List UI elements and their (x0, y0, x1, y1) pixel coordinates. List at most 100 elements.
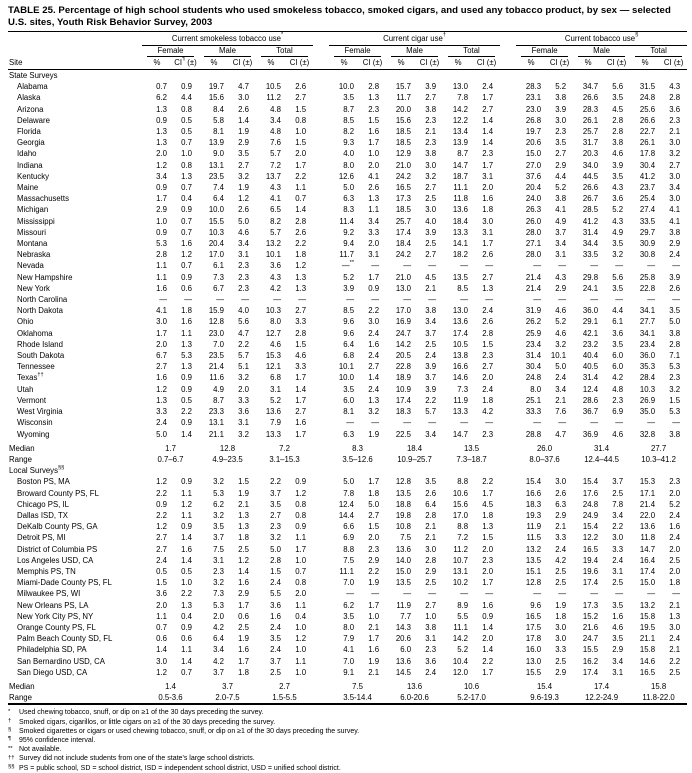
value-cell: 3.4 (555, 384, 567, 394)
value-cell: 3.9 (343, 283, 355, 293)
value-cell: 16.6 (525, 488, 542, 498)
value-cell: 7.0 (343, 578, 355, 588)
value-cell: 1.6 (368, 645, 380, 655)
gap-col (134, 227, 142, 238)
value-cell: 2.2 (156, 488, 167, 498)
summary-cell: 12.2-24.9 (585, 693, 619, 703)
footnote: § Smoked cigarettes or cigars or used che… (8, 727, 687, 736)
value-cell: 30.4 (525, 362, 542, 372)
value-cell: 1.4 (368, 373, 380, 383)
value-cell: 20.4 (525, 183, 542, 193)
value-cell: 20.5 (395, 351, 412, 361)
value-cell: 11.7 (396, 93, 412, 103)
gap-col (313, 476, 329, 487)
value-cell: 17.4 (582, 667, 599, 677)
value-cell: 27.1 (525, 239, 542, 249)
value-cell: 2.7 (482, 362, 494, 372)
value-cell: 2.6 (295, 227, 307, 237)
table-row: Mississippi 1.0 0.7 15.5 5.0 8.2 2.8 11.4 3.4 25.… (8, 216, 687, 227)
value-cell: 3.0 (482, 216, 494, 226)
ci-col-header: CI (±) (286, 57, 314, 70)
value-cell: 2.2 (669, 656, 681, 666)
table-row: West Virginia 3.3 2.2 23.3 3.6 13.6 2.7 8.1 3.2 1… (8, 406, 687, 417)
gap-col (313, 305, 329, 316)
value-cell: 0.9 (181, 477, 192, 487)
value-cell: 3.4 (156, 171, 167, 181)
value-cell: 1.4 (482, 127, 494, 137)
table-row: San Bernardino USD, CA 3.0 1.4 4.2 1.7 3.7 1.1… (8, 656, 687, 667)
value-cell: 8.2 (270, 216, 281, 226)
value-cell: 4.7 (238, 82, 249, 92)
summary-cell: 12.8 (219, 443, 236, 453)
gap-col (313, 429, 329, 440)
value-cell: 4.6 (295, 351, 307, 361)
gap-col (313, 160, 329, 171)
value-cell: 4.0 (343, 149, 355, 159)
gap-col (500, 46, 516, 58)
value-cell: 1.9 (238, 183, 249, 193)
value-cell: 1.6 (669, 522, 681, 532)
gap-col (313, 104, 329, 115)
gap-col (134, 204, 142, 215)
value-cell: 28.0 (525, 250, 542, 260)
table-row: Alaska 6.2 4.4 15.6 3.0 11.2 2.7 3.5 1.3 11.7 2.7 7… (8, 92, 687, 103)
table-row: Memphis PS, TN 0.5 0.5 2.3 1.4 1.5 0.7 11.1 2.2 1… (8, 566, 687, 577)
survey-table: Current smokeless tobacco use* Current ci… (8, 31, 688, 706)
value-cell: 2.5 (555, 578, 567, 588)
value-cell: 1.6 (181, 544, 192, 554)
footnote-marker: ** (8, 745, 13, 752)
value-cell: 7.8 (343, 488, 355, 498)
value-cell: 8.7 (343, 104, 355, 114)
value-cell: 7.3 (457, 384, 469, 394)
value-cell: — (460, 261, 469, 271)
value-cell: 2.4 (612, 555, 624, 565)
value-cell: 2.1 (238, 499, 249, 509)
section-label: State Surveys (9, 71, 58, 80)
value-cell: 1.4 (181, 429, 192, 439)
value-cell: 0.4 (181, 194, 192, 204)
value-cell: — (533, 589, 542, 599)
value-cell: 2.6 (482, 317, 494, 327)
table-row: Kentucky 3.4 1.3 23.5 3.2 13.7 2.2 12.6 4.1 24.2 3… (8, 171, 687, 182)
gap-col (500, 588, 516, 599)
value-cell: 5.5 (457, 611, 469, 621)
value-cell: 4.5 (425, 272, 437, 282)
table-row: Chicago PS, IL 0.9 1.2 6.2 2.1 3.5 0.8 12.4 5.0 1… (8, 499, 687, 510)
value-cell: 15.2 (582, 611, 599, 621)
value-cell: 2.7 (425, 93, 437, 103)
gap-col (500, 182, 516, 193)
value-cell: 3.1 (612, 667, 624, 677)
value-cell: 3.5 (425, 477, 437, 487)
gap-col (134, 406, 142, 417)
value-cell: 5.2 (270, 395, 281, 405)
value-cell: 3.6 (612, 194, 624, 204)
value-cell: 2.8 (669, 93, 681, 103)
gap-col (134, 260, 142, 271)
value-cell: 10.5 (452, 339, 469, 349)
value-cell: 1.3 (295, 283, 307, 293)
value-cell: — (485, 261, 494, 271)
value-cell: — (346, 418, 355, 428)
value-cell: 1.7 (156, 194, 167, 204)
gap-col (134, 305, 142, 316)
value-cell: 2.7 (482, 104, 494, 114)
value-cell: 3.5 (612, 283, 624, 293)
value-cell: 14.7 (452, 429, 469, 439)
gap-col (313, 115, 329, 126)
value-cell: 33.3 (525, 407, 542, 417)
table-row: Texas†† 1.6 0.9 11.6 3.2 6.8 1.7 10.0 1.4 18.9 3.7… (8, 372, 687, 383)
value-cell: 15.4 (582, 522, 599, 532)
value-cell: 1.3 (482, 522, 494, 532)
value-cell: 6.8 (343, 351, 355, 361)
value-cell: 5.3 (181, 351, 192, 361)
value-cell: 3.4 (270, 115, 281, 125)
value-cell: 2.8 (425, 555, 437, 565)
value-cell: 2.1 (368, 622, 380, 632)
value-cell: 10.5 (265, 82, 281, 92)
value-cell: 11.9 (526, 522, 542, 532)
value-cell: 1.7 (482, 239, 494, 249)
gap-col (313, 611, 329, 622)
value-cell: 13.5 (525, 555, 542, 565)
value-cell: 8.8 (457, 477, 469, 487)
value-cell: 2.3 (669, 373, 681, 383)
